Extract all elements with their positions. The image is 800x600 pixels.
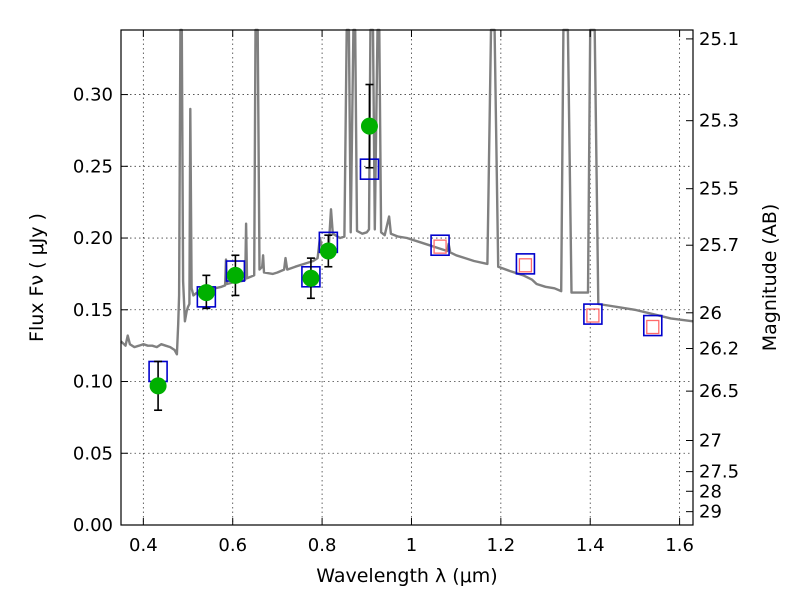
model-box-layer xyxy=(148,158,663,383)
x-tick-label: 1.2 xyxy=(487,535,516,556)
y-tick-label: 0.30 xyxy=(73,85,113,106)
right-y-tick-label: 27 xyxy=(699,430,722,451)
right-y-tick-label: 26 xyxy=(699,303,722,324)
observed-point xyxy=(197,284,215,302)
right-y-tick-label: 28 xyxy=(699,481,722,502)
observed-points-layer xyxy=(149,83,378,412)
x-tick-label: 1.4 xyxy=(576,535,605,556)
model-flux-box xyxy=(430,234,450,257)
predicted-flux-box xyxy=(518,258,533,273)
model-flux-box xyxy=(515,253,536,275)
x-tick-label: 1.6 xyxy=(665,535,694,556)
y-tick-label: 0.10 xyxy=(73,372,113,393)
right-y-tick-label: 25.1 xyxy=(699,29,739,50)
observed-point xyxy=(302,269,320,287)
predicted-flux-box xyxy=(586,308,600,323)
observed-point xyxy=(319,242,337,260)
right-y-tick-label: 25.7 xyxy=(699,235,739,256)
right-y-axis-title: Magnitude (AB) xyxy=(759,204,781,352)
observed-point xyxy=(149,377,167,395)
observed-point xyxy=(226,266,244,284)
x-tick-label: 0.6 xyxy=(218,535,247,556)
y-tick-label: 0.05 xyxy=(73,443,113,464)
right-y-tick-label: 25.5 xyxy=(699,179,739,200)
observed-point xyxy=(360,117,378,135)
right-y-tick-label: 26.2 xyxy=(699,339,739,360)
right-y-tick-label: 27.5 xyxy=(699,462,739,483)
model-flux-box xyxy=(583,303,603,325)
predicted-flux-box xyxy=(433,239,447,254)
x-axis-title: Wavelength λ (μm) xyxy=(316,565,497,587)
model-flux-box xyxy=(642,314,663,337)
plot-frame xyxy=(120,29,694,526)
y-tick-label: 0.00 xyxy=(73,515,113,536)
right-y-tick-label: 26.5 xyxy=(699,381,739,402)
y-tick-label: 0.25 xyxy=(73,156,113,177)
x-tick-label: 0.8 xyxy=(308,535,337,556)
right-y-tick-label: 25.3 xyxy=(699,111,739,132)
x-tick-label: 0.4 xyxy=(129,535,158,556)
x-tick-label: 1 xyxy=(406,535,417,556)
predicted-flux-box xyxy=(646,319,660,335)
y-tick-label: 0.15 xyxy=(73,300,113,321)
y-axis-title: Flux Fν ( μJy ) xyxy=(26,213,48,342)
tick-layer: 0.4 0.6 0.8 1 1.2 1.4 1.6 0.00 0.05 0.10 0.15 0.20 0… xyxy=(73,29,739,556)
right-y-tick-label: 29 xyxy=(699,502,722,523)
y-tick-label: 0.20 xyxy=(73,228,113,249)
